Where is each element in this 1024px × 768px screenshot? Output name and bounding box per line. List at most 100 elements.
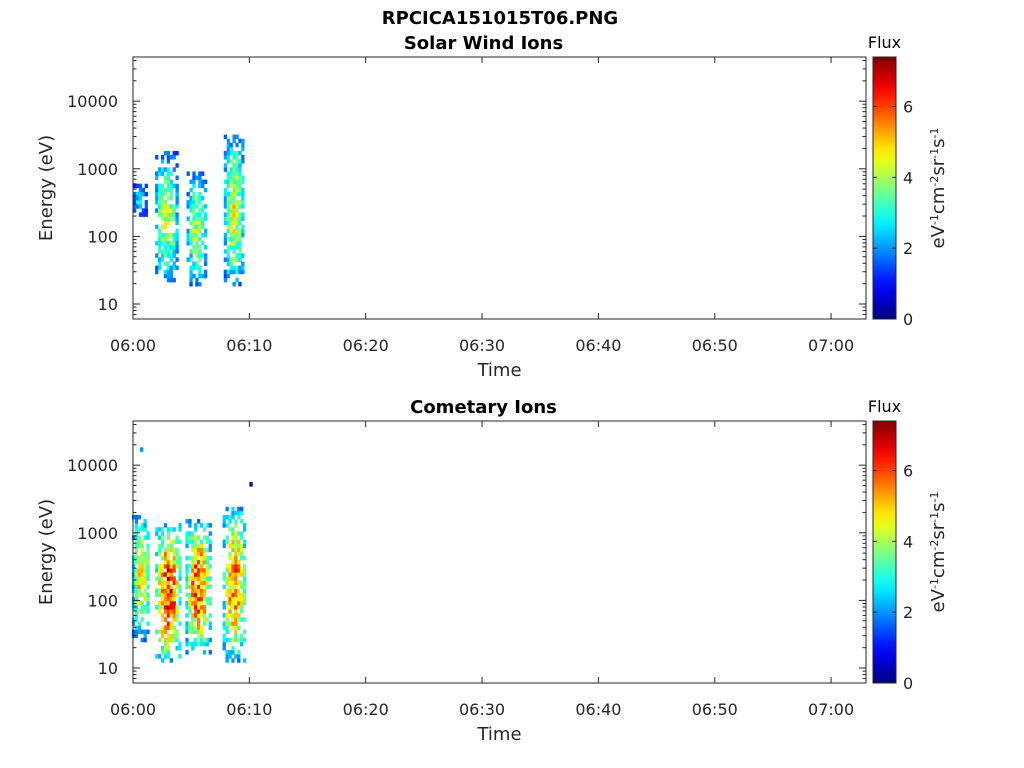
data-cell xyxy=(158,588,162,594)
data-cell xyxy=(228,527,232,532)
data-cell xyxy=(158,236,162,242)
data-cell xyxy=(166,609,171,614)
data-cell xyxy=(175,257,179,262)
data-cell xyxy=(234,559,238,565)
data-cell xyxy=(169,216,173,221)
data-cell xyxy=(144,212,148,217)
data-cell xyxy=(240,531,244,536)
data-cell xyxy=(166,551,171,557)
data-cell xyxy=(172,617,176,622)
data-cell xyxy=(231,584,235,590)
data-cell xyxy=(199,588,204,594)
data-cell xyxy=(241,187,245,193)
x-tick-label: 06:30 xyxy=(459,700,505,719)
data-cell xyxy=(208,600,212,606)
data-cell xyxy=(185,572,189,577)
data-cell xyxy=(240,506,244,512)
data-cell xyxy=(223,187,228,193)
data-cell xyxy=(186,236,190,242)
data-cell xyxy=(232,232,236,238)
data-cell xyxy=(232,175,236,181)
data-cell xyxy=(222,514,226,520)
data-cell xyxy=(169,609,173,614)
data-cell xyxy=(229,236,233,242)
data-cell xyxy=(166,625,171,630)
data-cell xyxy=(232,204,236,209)
data-cell xyxy=(235,134,239,140)
data-cell xyxy=(172,609,176,614)
data-cell xyxy=(172,555,176,561)
data-cell xyxy=(228,609,232,614)
data-cell xyxy=(137,621,141,626)
data-cell xyxy=(225,523,229,528)
colorbar-tick-label: 2 xyxy=(903,239,913,258)
data-cell xyxy=(194,576,198,581)
y-tick-label: 10 xyxy=(98,659,118,678)
data-cell xyxy=(175,236,179,242)
data-cell xyxy=(195,204,199,209)
data-cell xyxy=(146,621,150,626)
data-cell xyxy=(240,572,244,577)
data-cell xyxy=(163,253,168,258)
data-cell xyxy=(135,200,140,205)
data-cell xyxy=(169,527,173,532)
data-cell xyxy=(205,596,210,602)
data-cell xyxy=(196,629,201,635)
data-cell xyxy=(232,195,236,201)
data-cell xyxy=(231,535,235,540)
data-cell xyxy=(169,572,173,577)
data-cell xyxy=(169,179,173,185)
data-cell xyxy=(222,625,226,630)
data-cell xyxy=(234,617,238,622)
data-cell xyxy=(137,555,141,561)
data-cell xyxy=(155,654,159,659)
y-axis-label: Energy (eV) xyxy=(36,135,57,241)
data-cell xyxy=(135,195,140,201)
data-cell xyxy=(240,617,244,622)
data-cell xyxy=(191,605,195,610)
data-cell xyxy=(158,183,162,189)
data-cell xyxy=(226,236,230,242)
data-cell xyxy=(169,191,173,197)
data-cell xyxy=(231,527,235,532)
data-cell xyxy=(228,637,232,643)
data-cell xyxy=(196,625,201,630)
data-cell xyxy=(226,269,230,275)
panel-title: Solar Wind Ions xyxy=(404,33,563,54)
data-cell xyxy=(194,625,198,630)
data-cell xyxy=(226,257,230,262)
data-cell xyxy=(160,580,165,585)
data-cell xyxy=(194,605,198,610)
data-cell xyxy=(232,187,236,193)
data-cell xyxy=(172,629,176,635)
data-cell xyxy=(158,580,162,585)
data-cell xyxy=(198,273,202,279)
data-cell xyxy=(205,559,210,565)
data-cell xyxy=(202,572,207,577)
data-cell xyxy=(166,605,171,610)
data-cell xyxy=(158,568,162,573)
data-cell xyxy=(238,253,242,258)
data-cell xyxy=(231,506,235,512)
data-cell xyxy=(232,183,236,189)
data-cell xyxy=(241,200,245,205)
data-cell xyxy=(228,613,232,618)
data-cell xyxy=(229,208,233,213)
data-cell xyxy=(229,228,233,234)
data-cell xyxy=(235,257,239,262)
data-cell xyxy=(242,564,247,569)
data-cell xyxy=(140,580,144,585)
data-cell xyxy=(201,195,205,201)
x-tick-label: 06:20 xyxy=(343,700,389,719)
colorbar-title: Flux xyxy=(868,397,901,416)
data-cell xyxy=(234,629,238,635)
colorbar-label-exponent: -1 xyxy=(928,148,941,159)
data-cell xyxy=(231,510,235,516)
data-cell xyxy=(196,547,201,553)
data-cell xyxy=(222,600,226,606)
data-cell xyxy=(175,609,179,614)
data-cell xyxy=(169,576,173,581)
data-cell xyxy=(158,551,162,557)
data-cell xyxy=(169,208,173,213)
data-cell xyxy=(137,592,141,598)
